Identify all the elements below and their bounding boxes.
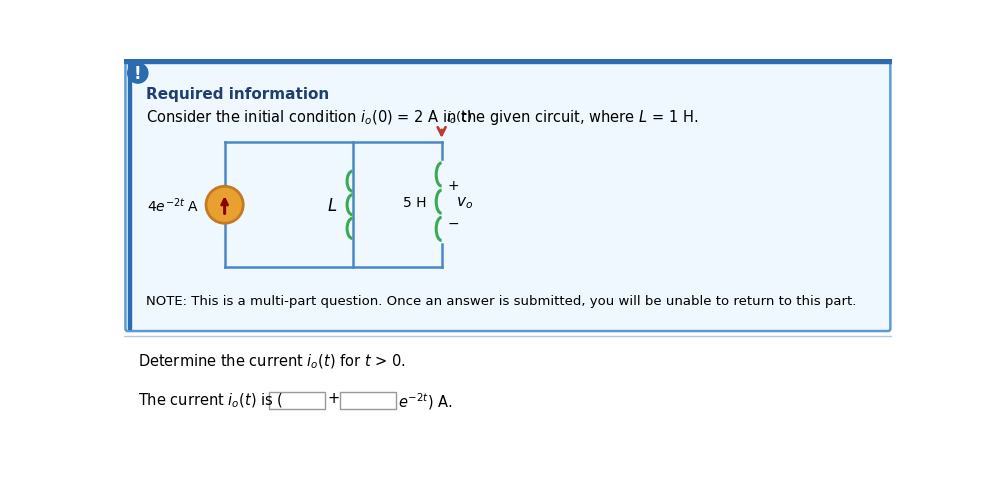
Text: +: +	[447, 178, 459, 192]
FancyBboxPatch shape	[126, 62, 890, 331]
Bar	[128, 64, 131, 329]
Text: 5 H: 5 H	[402, 195, 426, 209]
Bar	[269, 392, 325, 409]
Bar	[124, 60, 892, 64]
Text: $i_o(t)$: $i_o(t)$	[446, 110, 472, 126]
Text: Consider the initial condition $i_o$(0) = 2 A in the given circuit, where $L$ = : Consider the initial condition $i_o$(0) …	[146, 108, 698, 127]
Text: +: +	[328, 391, 340, 405]
Text: $L$: $L$	[327, 196, 337, 214]
Text: $e^{-2t}$) A.: $e^{-2t}$) A.	[398, 391, 453, 411]
Bar	[124, 337, 892, 446]
Circle shape	[128, 64, 148, 84]
Circle shape	[206, 187, 243, 224]
Text: $4e^{-2t}$ A: $4e^{-2t}$ A	[148, 196, 200, 214]
Text: $v_o$: $v_o$	[456, 194, 473, 210]
Text: !: !	[134, 65, 142, 83]
Text: The current $i_o$($t$) is (: The current $i_o$($t$) is (	[138, 391, 283, 409]
Text: NOTE: This is a multi-part question. Once an answer is submitted, you will be un: NOTE: This is a multi-part question. Onc…	[146, 295, 856, 308]
Bar	[340, 392, 395, 409]
Text: −: −	[447, 217, 459, 231]
Text: Required information: Required information	[146, 87, 329, 102]
Text: Determine the current $i_o$($t$) for $t$ > 0.: Determine the current $i_o$($t$) for $t$…	[138, 352, 405, 371]
